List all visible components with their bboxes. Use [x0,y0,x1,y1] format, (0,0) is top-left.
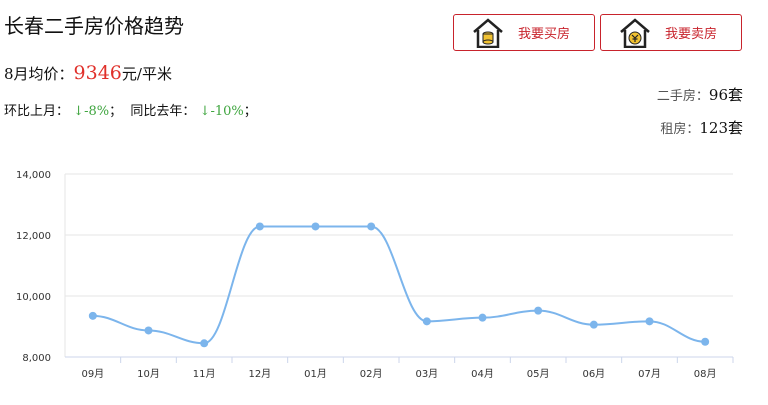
y-tick-label: 10,000 [16,292,51,303]
mom-label: 环比上月： [4,104,70,119]
x-tick-label: 01月 [304,368,327,380]
rent-label: 租房： [660,122,700,137]
data-point[interactable] [88,311,97,320]
data-point[interactable] [422,317,431,326]
secondhand-label: 二手房： [656,89,709,104]
price-change: 环比上月： ↓-8%； 同比去年： ↓-10%； [4,100,257,119]
x-axis: 09月 10月 11月 12月 01月 02月 03月 04月 05月 06月 07月 08月 [65,356,734,380]
x-tick-label: 02月 [360,368,383,380]
x-tick-label: 08月 [694,368,717,380]
average-price-value: 9346 [73,62,122,84]
data-point[interactable] [534,306,543,315]
data-point[interactable] [200,339,209,348]
data-point[interactable] [367,222,376,231]
yoy-value: -10% [210,104,244,119]
data-point[interactable] [645,317,654,326]
buy-house-button[interactable]: 我要买房 [453,14,595,51]
page-title: 长春二手房价格趋势 [4,14,184,38]
data-points [88,222,710,348]
house-yen-icon [620,17,650,48]
sell-house-label: 我要卖房 [665,27,718,42]
yoy-down-arrow-icon: ↓ [199,104,211,119]
x-tick-label: 09月 [81,368,104,380]
y-tick-label: 14,000 [16,170,51,181]
end-separator: ； [243,104,257,119]
data-point[interactable] [701,337,710,346]
rent-count: 租房：123套 [660,117,743,138]
x-tick-label: 06月 [582,368,605,380]
buy-house-label: 我要买房 [518,27,571,42]
data-point[interactable] [144,326,153,335]
yoy-label: 同比去年： [130,104,196,119]
separator: ； [109,104,123,119]
x-tick-label: 05月 [527,368,550,380]
data-point[interactable] [255,222,264,231]
x-tick-label: 07月 [638,368,661,380]
average-price-label: 8月均价： [4,65,74,83]
rent-value: 123套 [699,119,743,137]
mom-down-arrow-icon: ↓ [73,104,85,119]
house-money-icon [473,17,503,48]
y-tick-label: 12,000 [16,231,51,242]
secondhand-count: 二手房：96套 [657,84,743,105]
average-price-unit: 元/平米 [121,65,172,83]
secondhand-value: 96套 [708,86,743,104]
average-price: 8月均价：9346元/平米 [4,62,172,84]
data-point[interactable] [478,313,487,322]
price-series-line [92,225,706,345]
y-axis: 8,000 10,000 12,000 14,000 [16,170,51,364]
data-point[interactable] [311,222,320,231]
x-tick-label: 10月 [137,368,160,380]
x-tick-label: 11月 [193,368,216,380]
sell-house-button[interactable]: 我要卖房 [600,14,742,51]
mom-value: -8% [84,104,110,119]
x-tick-label: 12月 [248,368,271,380]
y-tick-label: 8,000 [22,353,51,364]
x-tick-label: 03月 [415,368,438,380]
chart-grid [64,173,733,358]
x-tick-label: 04月 [471,368,494,380]
data-point[interactable] [589,320,598,329]
